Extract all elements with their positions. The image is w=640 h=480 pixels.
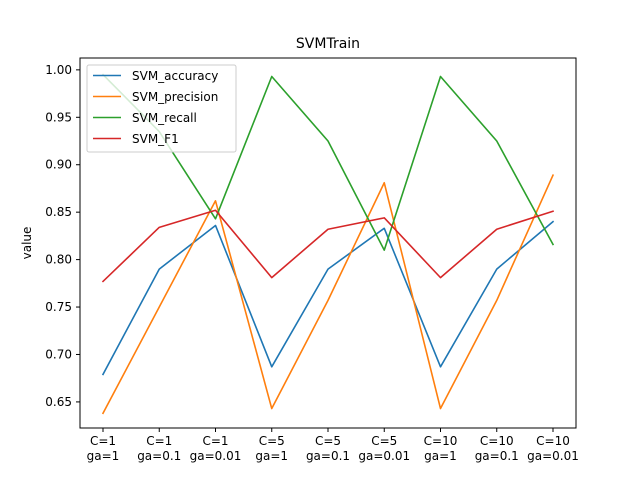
- series-line-svm-precision: [101, 174, 555, 415]
- x-tick-label: C=10: [480, 434, 514, 448]
- series-line-svm-f1: [101, 209, 555, 283]
- x-tick-label: ga=0.01: [527, 449, 579, 463]
- x-tick-label: ga=0.01: [358, 449, 410, 463]
- x-tick-label: ga=1: [424, 449, 457, 463]
- x-tick-label: ga=0.01: [190, 449, 242, 463]
- y-tick-label: 0.90: [45, 158, 72, 172]
- legend-entries: SVM_accuracy SVM_precision SVM_recall SVM_F…: [93, 69, 218, 146]
- legend-label: SVM_precision: [132, 90, 218, 104]
- x-tick-label: C=5: [315, 434, 341, 448]
- y-tick-label: 0.85: [45, 205, 72, 219]
- x-tick-label: C=10: [536, 434, 570, 448]
- y-tick-label: 0.65: [45, 395, 72, 409]
- y-tick-label: 0.70: [45, 347, 72, 361]
- x-tick-label: C=5: [259, 434, 285, 448]
- x-tick-label: ga=0.1: [137, 449, 181, 463]
- ticks-layer: 0.650.700.750.800.850.900.951.00C=1ga=1C…: [45, 63, 579, 463]
- legend-label: SVM_accuracy: [132, 69, 218, 83]
- x-tick-label: C=1: [146, 434, 172, 448]
- x-tick-label: C=5: [371, 434, 397, 448]
- y-tick-label: 0.80: [45, 253, 72, 267]
- series-layer: [101, 73, 555, 415]
- legend-frame: [86, 64, 237, 153]
- legend-label: SVM_recall: [132, 111, 197, 125]
- x-tick-label: ga=0.1: [475, 449, 519, 463]
- x-tick-label: ga=0.1: [306, 449, 350, 463]
- y-axis-label: value: [20, 227, 34, 260]
- x-tick-label: C=1: [202, 434, 228, 448]
- legend: SVM_accuracy SVM_precision SVM_recall SVM_F…: [86, 64, 237, 153]
- y-tick-label: 1.00: [45, 63, 72, 77]
- y-tick-label: 0.75: [45, 300, 72, 314]
- x-tick-label: ga=1: [87, 449, 120, 463]
- series-line-svm-accuracy: [101, 220, 555, 376]
- x-tick-label: C=1: [90, 434, 116, 448]
- series-line-svm-recall: [101, 73, 555, 251]
- y-tick-label: 0.95: [45, 110, 72, 124]
- chart-title: SVMTrain: [296, 36, 360, 52]
- legend-label: SVM_F1: [132, 132, 179, 146]
- x-tick-label: C=10: [424, 434, 458, 448]
- x-tick-label: ga=1: [255, 449, 288, 463]
